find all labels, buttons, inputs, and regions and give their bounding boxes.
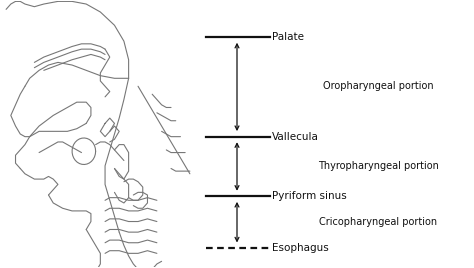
Text: Oropharyngeal portion: Oropharyngeal portion [323, 81, 434, 91]
Text: Pyriform sinus: Pyriform sinus [273, 191, 347, 201]
Text: Cricopharyngeal portion: Cricopharyngeal portion [319, 217, 438, 227]
Text: Palate: Palate [273, 32, 304, 42]
Text: Vallecula: Vallecula [273, 132, 319, 142]
Text: Esophagus: Esophagus [273, 243, 329, 253]
Text: Thyropharyngeal portion: Thyropharyngeal portion [318, 161, 439, 171]
